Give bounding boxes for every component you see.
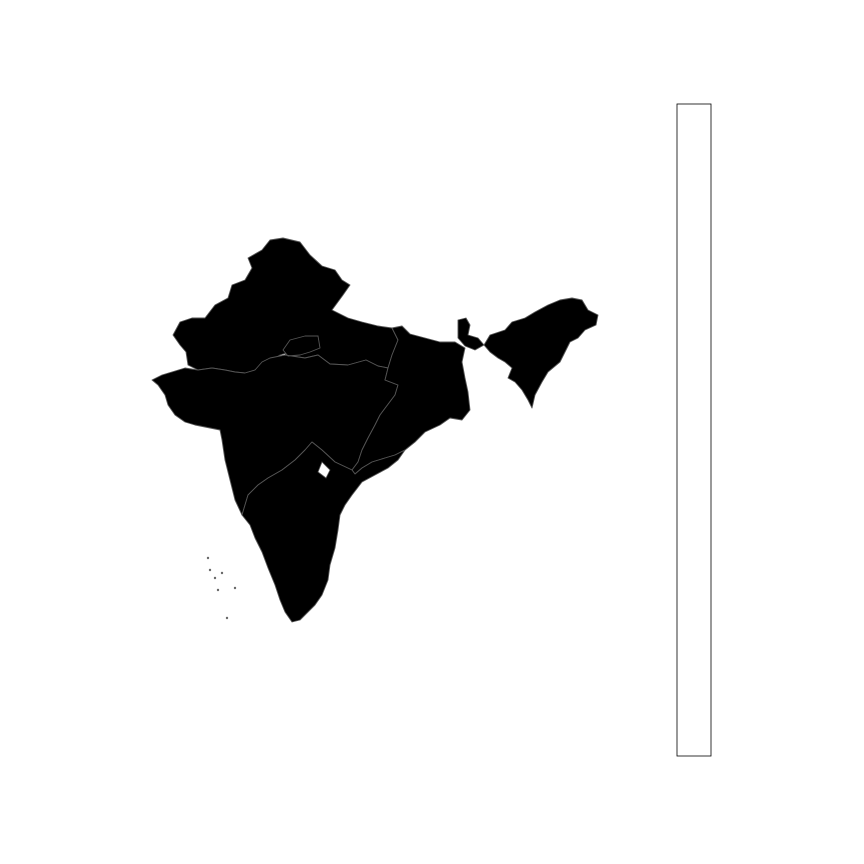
colorbar-gradient — [676, 103, 712, 757]
region-south-enclave — [317, 461, 331, 479]
colorbar — [676, 103, 712, 757]
india-map — [151, 237, 599, 623]
offshore-islands — [206, 556, 237, 620]
region-south — [241, 441, 406, 623]
region-northeast — [483, 297, 599, 409]
